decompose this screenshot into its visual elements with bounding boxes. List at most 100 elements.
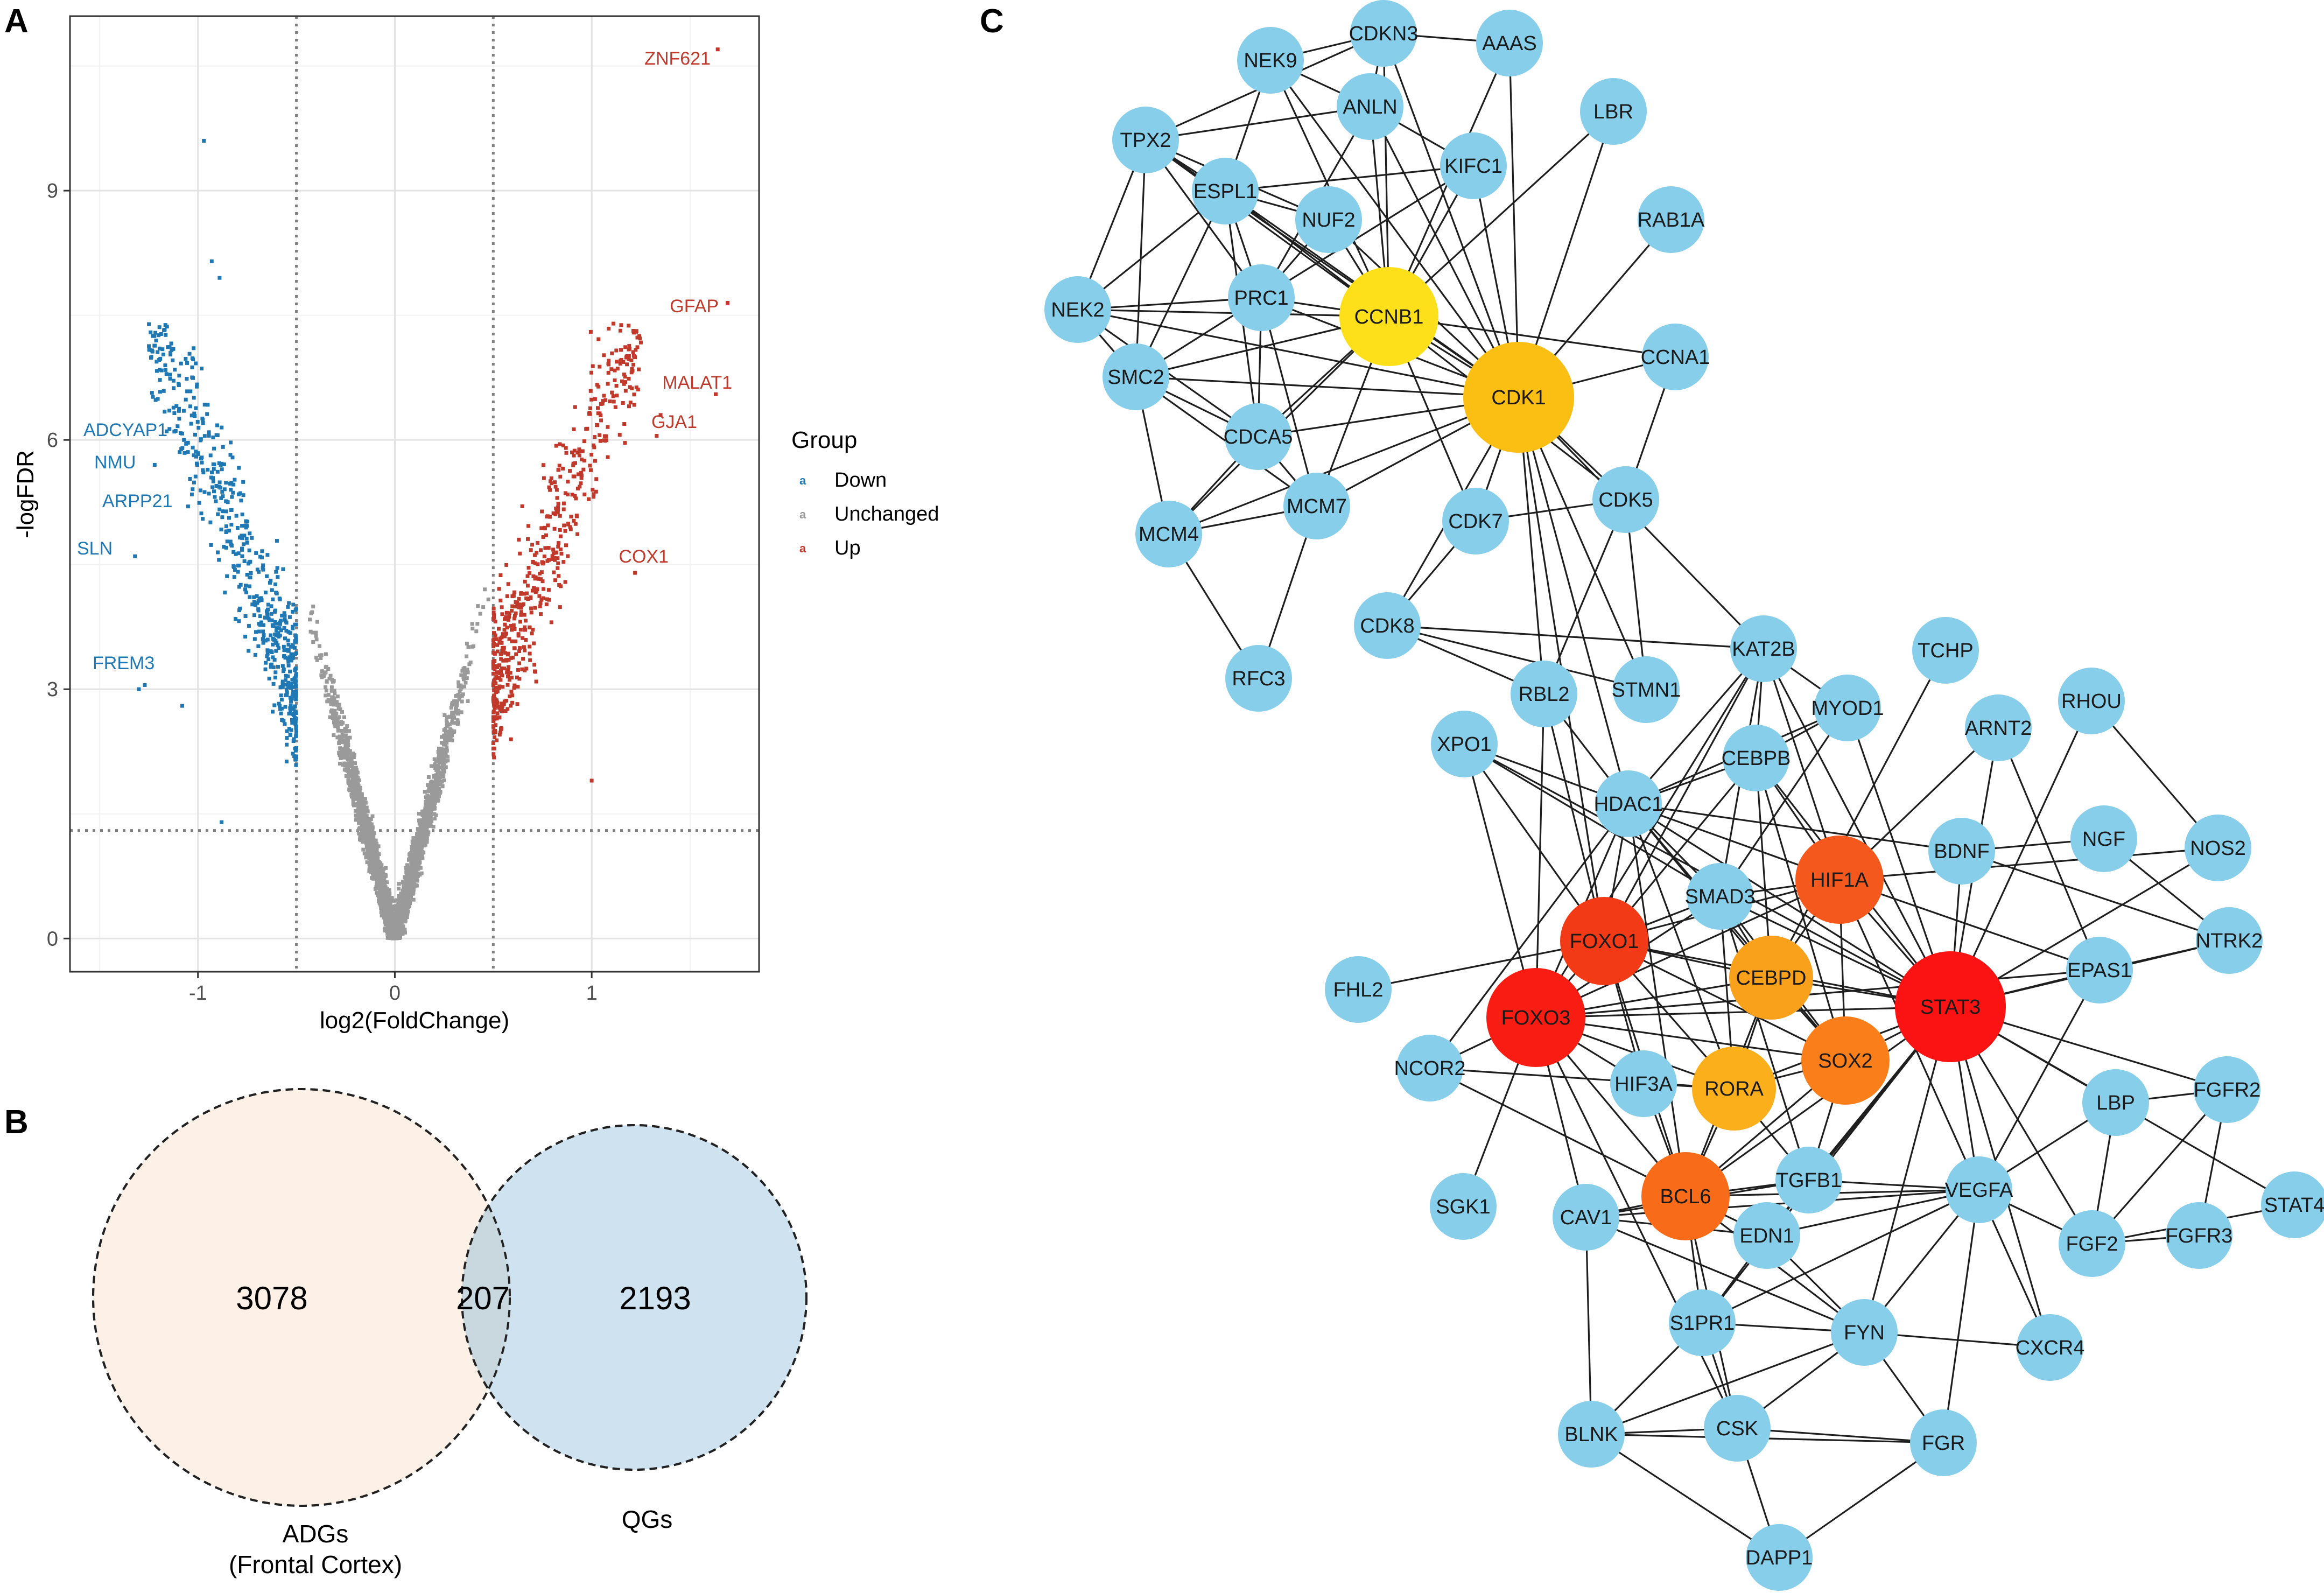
point-up xyxy=(553,485,558,489)
point-down xyxy=(276,643,280,648)
point-down xyxy=(209,259,214,263)
node-ncor2: NCOR2 xyxy=(1394,1035,1466,1101)
node-circle-sox2 xyxy=(1801,1016,1890,1105)
y-tick-label: 6 xyxy=(47,429,58,452)
point-up xyxy=(607,362,611,367)
point-unchanged xyxy=(424,795,428,799)
point-unchanged xyxy=(363,816,368,820)
point-down xyxy=(214,499,218,503)
point-up xyxy=(518,551,522,556)
point-unchanged xyxy=(440,757,445,762)
point-down xyxy=(153,331,158,335)
point-unchanged xyxy=(360,802,364,806)
point-up xyxy=(623,345,628,349)
node-circle-lbr xyxy=(1580,78,1647,145)
point-unchanged xyxy=(452,714,456,718)
point-up xyxy=(492,613,496,617)
point-unchanged xyxy=(375,879,380,883)
node-cebpb: CEBPB xyxy=(1722,725,1791,791)
node-cdk8: CDK8 xyxy=(1354,592,1421,659)
point-unchanged xyxy=(465,654,469,658)
point-down xyxy=(240,513,244,517)
point-unchanged xyxy=(350,785,355,789)
point-unchanged xyxy=(324,670,328,675)
point-down xyxy=(237,564,241,567)
point-unchanged xyxy=(348,783,352,788)
point-down xyxy=(241,493,245,497)
point-down xyxy=(279,711,283,715)
point-unchanged xyxy=(445,718,448,722)
point-up xyxy=(492,631,496,635)
point-up xyxy=(558,474,563,479)
point-unchanged xyxy=(335,735,340,740)
point-up xyxy=(512,683,517,687)
point-up xyxy=(554,444,558,448)
node-label-bcl6: BCL6 xyxy=(1660,1185,1711,1208)
point-unchanged xyxy=(430,788,434,792)
point-down xyxy=(227,529,231,533)
point-down xyxy=(268,618,272,622)
node-ccnb1: CCNB1 xyxy=(1339,267,1438,366)
point-down xyxy=(280,679,285,684)
point-up xyxy=(608,399,612,404)
point-up xyxy=(566,554,570,558)
node-circle-ccna1 xyxy=(1642,324,1709,390)
point-down xyxy=(247,649,251,653)
point-unchanged xyxy=(411,868,416,872)
point-up xyxy=(492,726,496,730)
point-up xyxy=(625,362,629,367)
point-unchanged xyxy=(349,771,353,776)
point-up xyxy=(573,522,578,526)
point-up xyxy=(552,556,557,560)
point-unchanged xyxy=(314,630,318,635)
point-up xyxy=(512,686,516,690)
point-down xyxy=(283,614,287,618)
point-down xyxy=(294,729,298,734)
point-down xyxy=(286,674,290,678)
point-unchanged xyxy=(396,887,401,891)
point-up xyxy=(502,645,506,650)
point-unchanged xyxy=(360,793,364,797)
point-up xyxy=(510,700,515,705)
point-down xyxy=(292,754,297,759)
point-unchanged xyxy=(384,903,388,908)
point-up xyxy=(532,588,537,592)
point-up xyxy=(495,700,500,705)
point-up xyxy=(512,616,516,621)
edge-hdac1-stat3 xyxy=(1628,803,1951,1008)
node-hif3a: HIF3A xyxy=(1610,1050,1677,1117)
point-unchanged xyxy=(427,784,431,788)
point-up xyxy=(529,610,533,615)
point-down xyxy=(248,531,252,536)
point-up xyxy=(537,594,542,598)
point-down xyxy=(282,667,286,671)
point-up xyxy=(574,496,578,501)
point-unchanged xyxy=(457,697,461,701)
point-down xyxy=(255,601,259,605)
node-myod1: MYOD1 xyxy=(1811,675,1884,741)
point-unchanged xyxy=(397,914,401,918)
node-label-aaas: AAAS xyxy=(1482,32,1536,55)
point-unchanged xyxy=(362,833,366,837)
point-unchanged xyxy=(390,928,395,932)
point-down xyxy=(265,574,269,578)
point-unchanged xyxy=(420,839,424,844)
node-circle-rbl2 xyxy=(1511,661,1577,727)
node-circle-ncor2 xyxy=(1396,1035,1463,1101)
point-down xyxy=(167,345,172,349)
point-up xyxy=(518,620,522,624)
point-unchanged xyxy=(459,710,464,714)
point-down xyxy=(185,377,189,381)
point-up xyxy=(528,625,532,629)
point-unchanged xyxy=(410,887,414,891)
point-up xyxy=(614,384,619,388)
point-up xyxy=(500,673,504,678)
point-down xyxy=(252,637,257,641)
node-label-stat3: STAT3 xyxy=(1920,996,1981,1019)
gene-label-adcyap1: ADCYAP1 xyxy=(83,420,167,440)
point-unchanged xyxy=(360,823,364,827)
point-unchanged xyxy=(383,873,388,877)
point-up xyxy=(572,453,576,458)
node-vegfa: VEGFA xyxy=(1945,1156,2013,1223)
point-unchanged xyxy=(432,802,436,806)
